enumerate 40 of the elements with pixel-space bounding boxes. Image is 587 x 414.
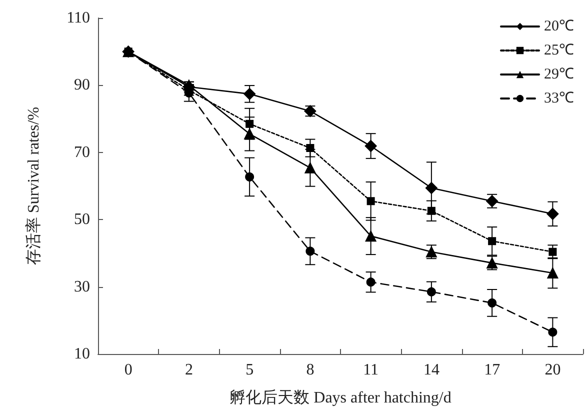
point — [245, 172, 254, 182]
point — [364, 140, 377, 152]
y-tick-label: 90 — [74, 76, 90, 94]
point — [244, 128, 256, 140]
point — [426, 287, 436, 296]
x-tick-label: 20 — [544, 362, 561, 378]
point — [488, 298, 497, 308]
point — [488, 237, 496, 246]
legend-label: 20℃ — [544, 18, 574, 34]
y-tick-label: 10 — [74, 346, 90, 362]
point — [548, 328, 558, 337]
point — [244, 88, 256, 100]
point — [548, 248, 557, 256]
point — [547, 268, 558, 279]
legend-label: 25℃ — [544, 42, 574, 58]
point — [425, 182, 438, 194]
point — [546, 208, 559, 220]
point — [306, 246, 315, 256]
x-tick-label: 2 — [184, 362, 193, 378]
point — [366, 278, 376, 287]
x-tick-label: 0 — [124, 362, 132, 378]
x-tick-label: 11 — [363, 362, 379, 378]
point — [366, 197, 375, 206]
x-tick-label: 17 — [484, 362, 500, 378]
point — [304, 162, 316, 174]
x-tick-label: 8 — [306, 362, 314, 378]
y-tick-label: 70 — [74, 144, 90, 161]
y-tick-label: 50 — [74, 211, 90, 228]
point — [246, 120, 254, 128]
x-axis-title: 孵化后天数 Days after hatching/d — [230, 388, 452, 406]
x-tick-label: 14 — [423, 362, 440, 378]
y-tick-label: 110 — [66, 10, 90, 26]
y-tick-label: 30 — [74, 278, 90, 296]
y-axis-title: 存活率 Survival rates/% — [24, 106, 42, 266]
point — [306, 144, 314, 152]
point — [365, 230, 376, 242]
legend-label: 29℃ — [544, 66, 574, 82]
x-tick-label: 5 — [246, 362, 254, 378]
legend-label: 33℃ — [544, 90, 574, 106]
point — [427, 206, 436, 215]
